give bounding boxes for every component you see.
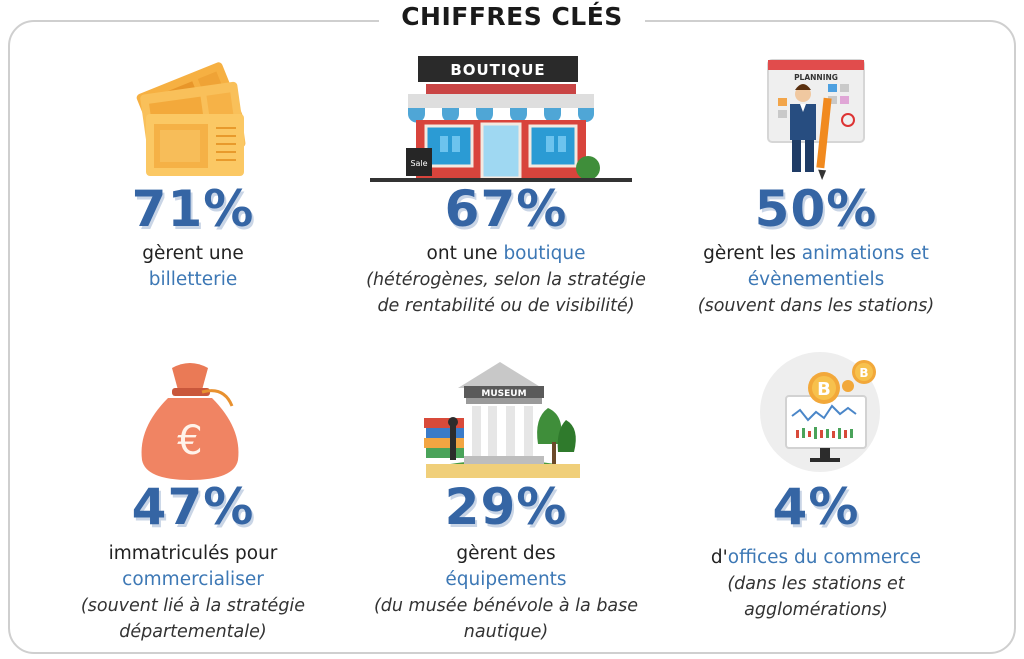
shop-icon: BOUTIQUE Sale (370, 52, 632, 184)
title-bar: CHIFFRES CLÉS (0, 2, 1024, 31)
bitcoin-symbol-small: B (859, 366, 868, 380)
page-title: CHIFFRES CLÉS (379, 2, 645, 31)
shop-sign-label: BOUTIQUE (450, 61, 545, 79)
stat-value: 4% (772, 478, 860, 536)
museum-icon: MUSEUM (420, 350, 586, 482)
ticket-icon (128, 58, 256, 178)
stat-value: 47% (131, 478, 255, 536)
stat-value: 50% (754, 180, 878, 238)
stat-text: ont une (426, 243, 498, 264)
stat-description: gèrent une billetterie (43, 241, 343, 293)
stat-value: 67% (444, 180, 568, 238)
money-bag-icon: € (132, 358, 250, 482)
stat-highlight: animations et évènementiels (747, 243, 929, 290)
stat-text: gèrent une (142, 243, 244, 264)
bitcoin-monitor-icon: B B (760, 350, 882, 472)
stat-text: immatriculés pour (108, 543, 278, 564)
stat-description: ont une boutique (hétérogènes, selon la … (356, 241, 656, 319)
euro-symbol: € (177, 418, 202, 464)
planning-icon: PLANNING (760, 54, 870, 181)
stat-description: gèrent les animations et évènementiels (… (666, 241, 966, 319)
stat-description: gèrent des équipements (du musée bénévol… (356, 541, 656, 645)
stat-text: d' (710, 547, 728, 568)
museum-sign-label: MUSEUM (481, 389, 526, 399)
stat-highlight: commercialiser (122, 569, 264, 590)
stat-highlight: offices du commerce (727, 547, 922, 568)
bitcoin-symbol: B (817, 379, 831, 400)
stat-note: (dans les stations et agglomérations) (727, 574, 905, 620)
sale-sign-label: Sale (410, 159, 427, 168)
stat-highlight: billetterie (148, 269, 238, 290)
stat-note: (souvent dans les stations) (697, 296, 935, 316)
stat-description: d'offices du commerce (dans les stations… (666, 545, 966, 623)
stat-description: immatriculés pour commercialiser (souven… (43, 541, 343, 645)
stat-highlight: équipements (445, 569, 567, 590)
stat-text: gèrent des (456, 543, 556, 564)
stat-highlight: boutique (503, 243, 586, 264)
stat-note: (du musée bénévole à la base nautique) (373, 596, 639, 642)
stat-note: (hétérogènes, selon la stratégie de rent… (366, 270, 646, 316)
stat-value: 29% (444, 478, 568, 536)
stat-value: 71% (131, 180, 255, 238)
stat-text: gèrent les (703, 243, 796, 264)
stat-note: (souvent lié à la stratégie départementa… (80, 596, 306, 642)
planning-board-label: PLANNING (794, 73, 838, 82)
